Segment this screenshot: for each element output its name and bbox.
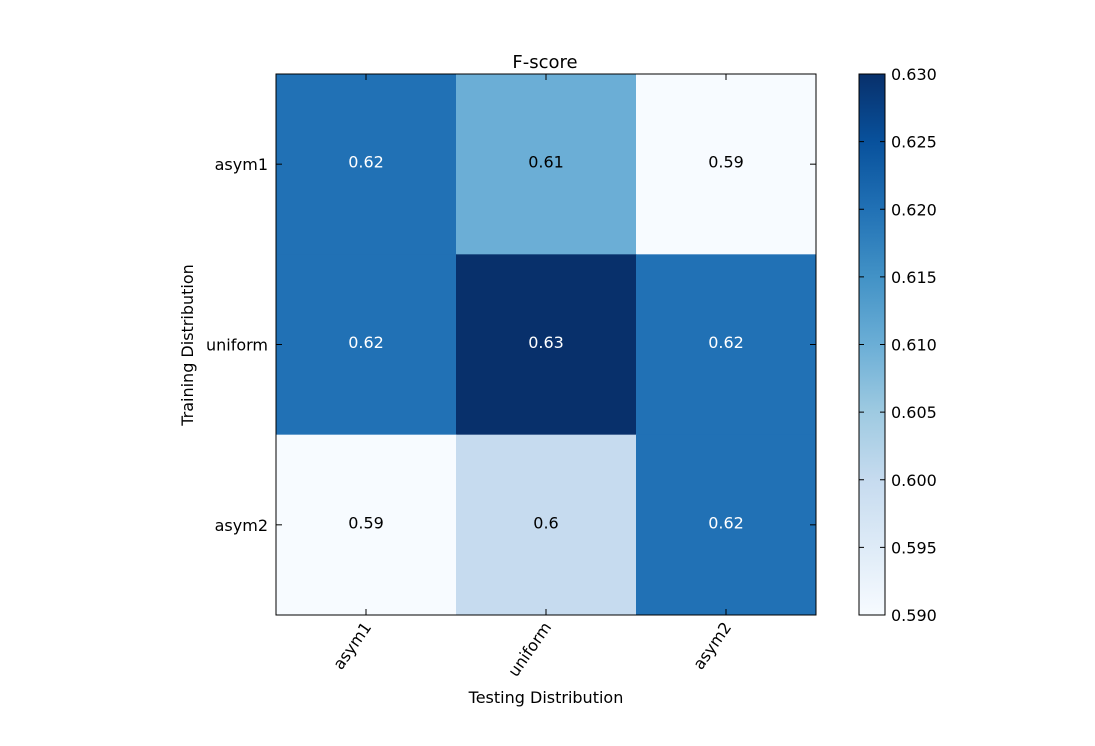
colorbar-tick-label: 0.605: [891, 403, 937, 422]
colorbar-ticks: 0.590 0.595 0.600 0.605 0.610 0.615 0.620 0.625…: [859, 65, 937, 625]
heatmap-cell: [636, 434, 817, 616]
cell-value-label: 0.62: [348, 153, 384, 172]
cell-value-label: 0.59: [348, 513, 384, 532]
heatmap-cell: [456, 254, 637, 436]
x-tick-label: asym2: [689, 618, 735, 673]
x-tick-label: uniform: [504, 618, 555, 680]
cell-value-label: 0.62: [708, 333, 744, 352]
colorbar-tick-label: 0.620: [891, 200, 937, 219]
colorbar-tick-label: 0.625: [891, 133, 937, 152]
colorbar-tick-label: 0.610: [891, 336, 937, 355]
y-tick-label: asym1: [215, 155, 268, 174]
y-tick-label: asym2: [215, 516, 268, 535]
cell-value-label: 0.62: [708, 513, 744, 532]
cell-value-label: 0.6: [533, 513, 558, 532]
chart-title: F-score: [512, 52, 577, 73]
cell-value-label: 0.61: [528, 153, 564, 172]
y-tick-label: uniform: [206, 336, 268, 355]
heatmap-cell: [636, 74, 817, 255]
cell-value-label: 0.59: [708, 153, 744, 172]
y-axis-label: Training Distribution: [178, 264, 197, 427]
heatmap-cell: [636, 254, 817, 436]
colorbar-tick-label: 0.630: [891, 65, 937, 84]
colorbar-tick-label: 0.590: [891, 606, 937, 625]
heatmap-cell: [276, 74, 457, 255]
x-axis-label: Testing Distribution: [468, 688, 624, 707]
heatmap-cell: [276, 434, 457, 616]
colorbar-tick-label: 0.595: [891, 538, 937, 557]
cell-value-label: 0.62: [348, 333, 384, 352]
x-tick-label: asym1: [329, 618, 375, 673]
colorbar-tick-label: 0.615: [891, 268, 937, 287]
cell-value-label: 0.63: [528, 333, 564, 352]
heatmap-cell: [276, 254, 457, 436]
heatmap-cell: [456, 434, 637, 616]
colorbar-tick-label: 0.600: [891, 471, 937, 490]
heatmap-cells: 0.62 0.61 0.59 0.62 0.63 0.62 0.59 0.6 0.62: [276, 74, 817, 616]
heatmap-cell: [456, 74, 637, 255]
